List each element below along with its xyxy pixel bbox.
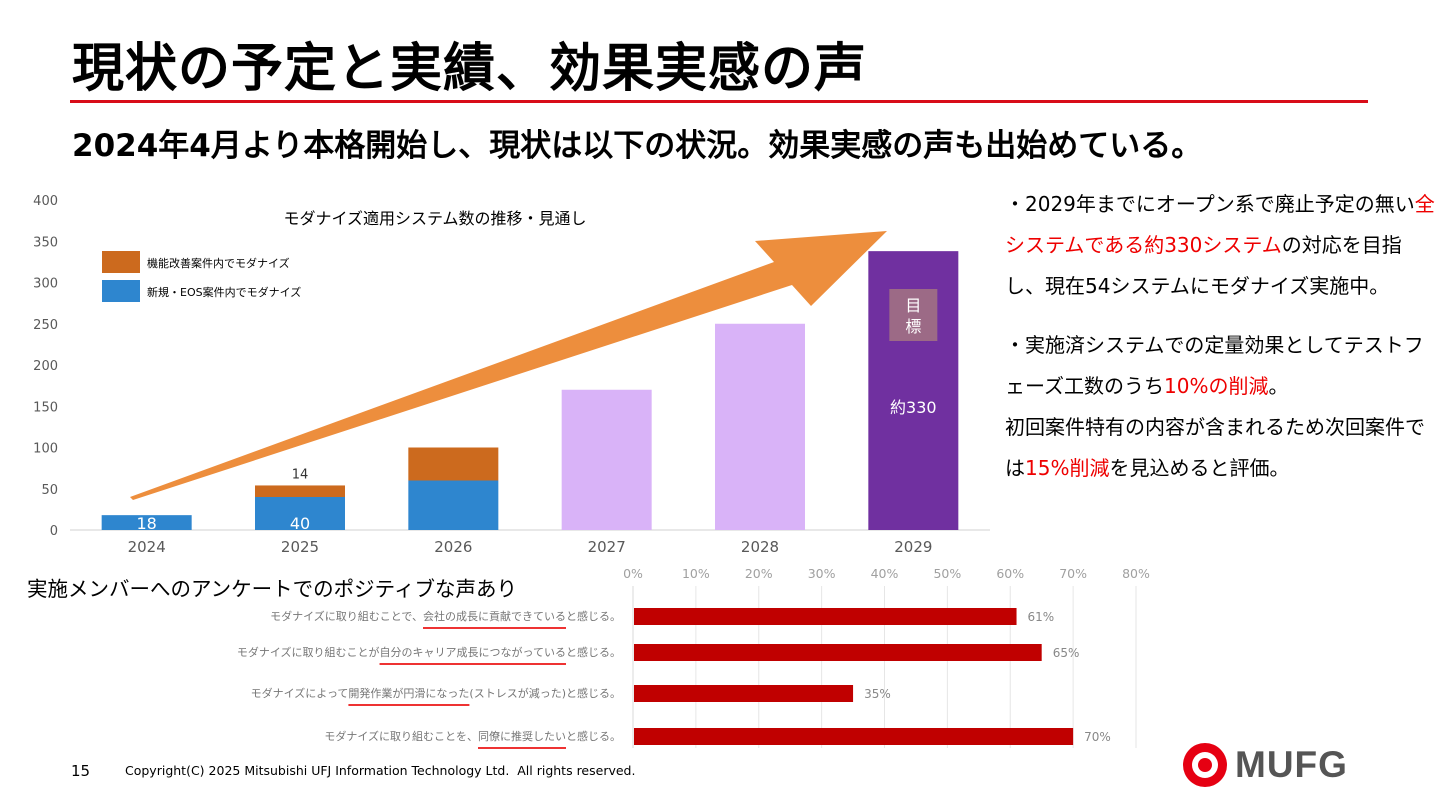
legend-label: 新規・EOS案件内でモダナイズ <box>147 285 301 299</box>
y-tick-label: 50 <box>41 483 58 498</box>
target-badge <box>889 289 938 341</box>
survey-x-tick: 0% <box>623 566 643 581</box>
x-tick-label: 2029 <box>894 538 932 556</box>
survey-x-tick: 60% <box>996 566 1024 581</box>
bar-2024-s0 <box>101 515 192 530</box>
page-number: 15 <box>71 762 91 780</box>
slide-subtitle: 2024年4月より本格開始し、現状は以下の状況。効果実感の声も出始めている。 <box>72 128 1203 164</box>
y-tick-label: 400 <box>33 194 58 209</box>
data-label: 18 <box>136 514 156 533</box>
x-tick-label: 2027 <box>588 538 626 556</box>
legend-swatch <box>102 251 140 273</box>
survey-question-text: モダナイズに取り組むことで、 <box>270 609 423 623</box>
chart-title: モダナイズ適用システム数の推移・見通し <box>283 209 586 228</box>
data-label: 約330 <box>890 398 937 417</box>
y-tick-label: 250 <box>33 318 58 333</box>
survey-x-tick: 20% <box>745 566 773 581</box>
slide-title: 現状の予定と実績、効果実感の声 <box>72 39 868 99</box>
survey-question-text: と感じる。 <box>566 730 621 743</box>
x-tick-label: 2028 <box>741 538 779 556</box>
survey-value-label: 61% <box>1028 610 1055 624</box>
survey-question-text: モダナイズによって <box>251 686 349 700</box>
legend-label: 機能改善案件内でモダナイズ <box>147 256 290 270</box>
survey-question-label: モダナイズに取り組むことで、会社の成長に貢献できていると感じる。 <box>270 609 621 623</box>
survey-question-label: モダナイズによって開発作業が円滑になった(ストレスが減った)と感じる。 <box>251 686 621 700</box>
y-tick-label: 0 <box>50 524 58 539</box>
survey-question-text: と感じる。 <box>566 646 621 659</box>
x-tick-label: 2026 <box>434 538 472 556</box>
bar-2026-s1 <box>408 447 499 481</box>
x-tick-label: 2024 <box>128 538 166 556</box>
survey-bar <box>634 644 1042 661</box>
bar-2027-s2 <box>561 389 652 530</box>
survey-question-label: モダナイズに取り組むことが自分のキャリア成長につながっていると感じる。 <box>237 645 621 659</box>
legend-swatch <box>102 280 140 302</box>
survey-bar <box>634 608 1017 625</box>
survey-question-highlight: 開発作業が円滑になった <box>348 686 469 700</box>
survey-x-tick: 10% <box>682 566 710 581</box>
growth-arrow <box>130 231 887 500</box>
survey-x-tick: 70% <box>1059 566 1087 581</box>
note-highlight: 10%の削減 <box>1164 374 1269 398</box>
survey-value-label: 65% <box>1053 646 1080 660</box>
survey-question-text: モダナイズに取り組むことを、 <box>324 729 478 743</box>
survey-question-text: (ストレスが減った)と感じる。 <box>469 686 621 700</box>
bar-2025-s1 <box>255 485 345 497</box>
y-tick-label: 200 <box>33 359 58 374</box>
mufg-logo-mark-icon <box>1183 743 1227 787</box>
survey-question-highlight: 自分のキャリア成長につながっている <box>380 645 566 659</box>
copyright-text: Copyright(C) 2025 Mitsubishi UFJ Informa… <box>125 763 636 778</box>
note-outlook: 初回案件特有の内容が含まれるため次回案件では15%削減を見込めると評価。 <box>1005 415 1425 480</box>
survey-x-tick: 80% <box>1122 566 1150 581</box>
survey-title: 実施メンバーへのアンケートでのポジティブな声あり <box>27 577 517 601</box>
survey-question-label: モダナイズに取り組むことを、同僚に推奨したいと感じる。 <box>324 729 621 743</box>
bar-2028-s2 <box>715 323 805 530</box>
survey-question-text: モダナイズに取り組むことが <box>237 645 380 659</box>
survey-x-tick: 30% <box>808 566 836 581</box>
title-divider <box>70 100 1368 103</box>
logo-text: MUFG <box>1235 744 1348 785</box>
note-target: ・2029年までにオープン系で廃止予定の無い全システムである約330システムの対… <box>1005 192 1435 298</box>
survey-x-tick: 40% <box>871 566 899 581</box>
survey-question-highlight: 会社の成長に貢献できている <box>423 609 566 623</box>
survey-value-label: 70% <box>1084 730 1111 744</box>
data-label: 14 <box>292 467 309 482</box>
note-highlight: 全システムである約330システム <box>1005 192 1435 257</box>
y-tick-label: 350 <box>33 235 58 250</box>
survey-bar <box>634 685 854 702</box>
mufg-logo: MUFG <box>1183 742 1348 788</box>
survey-x-tick: 50% <box>933 566 961 581</box>
y-tick-label: 300 <box>33 277 58 292</box>
y-tick-label: 150 <box>33 400 58 415</box>
survey-bar <box>634 728 1074 745</box>
bar-2026-s0 <box>408 480 499 530</box>
survey-value-label: 35% <box>864 687 891 701</box>
bar-2025-s0 <box>255 497 345 530</box>
survey-question-highlight: 同僚に推奨したい <box>478 729 566 743</box>
data-label: 40 <box>290 514 310 533</box>
x-tick-label: 2025 <box>281 538 319 556</box>
y-tick-label: 100 <box>33 442 58 457</box>
note-highlight: 15%削減 <box>1025 456 1110 480</box>
notes-panel: ・2029年までにオープン系で廃止予定の無い全システムである約330システムの対… <box>1005 184 1435 507</box>
target-label-char: 標 <box>905 317 921 336</box>
target-label-char: 目 <box>905 296 921 315</box>
note-effect: ・実施済システムでの定量効果としてテストフェーズ工数のうち10%の削減。 <box>1005 333 1424 398</box>
survey-question-text: と感じる。 <box>566 610 621 623</box>
